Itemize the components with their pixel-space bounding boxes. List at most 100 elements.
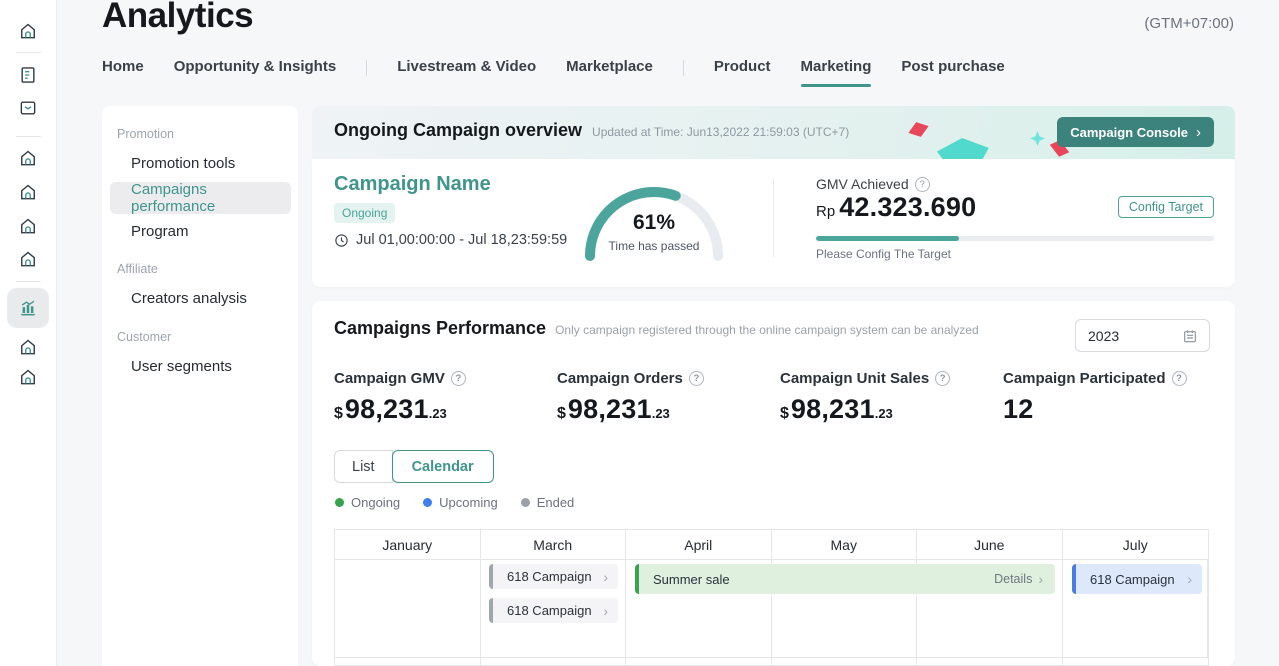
gmv-currency: Rp xyxy=(816,203,835,220)
timezone-label: (GTM+07:00) xyxy=(1144,15,1234,32)
upcoming-dot-icon xyxy=(423,498,432,507)
gmv-progress-fill xyxy=(816,236,959,241)
analytics-dashboard: Analytics (GTM+07:00) Home Opportunity &… xyxy=(0,0,1279,666)
clock-icon xyxy=(334,233,349,248)
metric-campaign-participated: Campaign Participated? 12 xyxy=(1003,370,1218,425)
nav-divider xyxy=(366,60,367,76)
month-header-january: January xyxy=(335,530,481,559)
sidebar-item-creators-analysis[interactable]: Creators analysis xyxy=(131,290,247,307)
nav-divider xyxy=(683,60,684,76)
tab-marketing-active[interactable]: Marketing xyxy=(801,58,872,87)
top-navigation: Home Opportunity & Insights Livestream &… xyxy=(102,58,1005,92)
home-icon[interactable] xyxy=(18,182,38,202)
sidebar-section-customer: Customer xyxy=(117,330,171,344)
page-title: Analytics xyxy=(102,0,253,36)
legend-ongoing: Ongoing xyxy=(335,495,400,510)
vertical-divider xyxy=(773,179,774,257)
event-chip-618-campaign-ended[interactable]: 618 Campaign › xyxy=(489,598,618,623)
tab-livestream-video[interactable]: Livestream & Video xyxy=(397,58,536,87)
document-icon[interactable] xyxy=(18,65,38,85)
status-badge: Ongoing xyxy=(334,203,395,223)
chevron-right-icon: › xyxy=(603,603,608,619)
sparkle-icon xyxy=(1030,131,1045,146)
sidebar-section-promotion: Promotion xyxy=(117,127,174,141)
banner-title: Ongoing Campaign overview xyxy=(334,120,582,141)
question-icon[interactable]: ? xyxy=(451,371,466,386)
legend-upcoming: Upcoming xyxy=(423,495,498,510)
rail-divider xyxy=(16,281,41,282)
campaign-date-range: Jul 01,00:00:00 - Jul 18,23:59:59 xyxy=(334,232,567,248)
question-icon[interactable]: ? xyxy=(1172,371,1187,386)
sidebar-item-promotion-tools[interactable]: Promotion tools xyxy=(131,155,235,172)
status-legend: Ongoing Upcoming Ended xyxy=(335,495,574,510)
calendar-body-row: 618 Campaign › 618 Campaign › Summer sal… xyxy=(335,560,1208,657)
campaign-calendar-table: January March April May June July 618 Ca… xyxy=(334,529,1209,666)
year-value: 2023 xyxy=(1088,328,1119,344)
rail-divider xyxy=(16,52,41,53)
chevron-right-icon: › xyxy=(1038,571,1043,587)
gmv-value: Rp 42.323.690 xyxy=(816,192,976,223)
event-chip-618-campaign-upcoming[interactable]: 618 Campaign › xyxy=(1072,564,1202,594)
tab-marketplace[interactable]: Marketplace xyxy=(566,58,653,87)
question-icon[interactable]: ? xyxy=(689,371,704,386)
month-header-may: May xyxy=(772,530,918,559)
campaign-overview-card: Campaign Name Ongoing Jul 01,00:00:00 - … xyxy=(312,159,1235,287)
calendar-icon xyxy=(1182,328,1198,344)
details-link[interactable]: Details › xyxy=(994,571,1043,587)
pentagon-decor-icon xyxy=(936,136,990,159)
sidebar-menu: Promotion Promotion tools Campaigns perf… xyxy=(102,106,298,666)
year-selector[interactable]: 2023 xyxy=(1075,319,1210,352)
performance-subtitle: Only campaign registered through the onl… xyxy=(555,323,979,337)
event-chip-618-campaign-ended[interactable]: 618 Campaign › xyxy=(489,564,618,589)
sidebar-item-user-segments[interactable]: User segments xyxy=(131,358,232,375)
calendar-view-button-active[interactable]: Calendar xyxy=(392,450,494,483)
campaigns-performance-card: Campaigns Performance Only campaign regi… xyxy=(312,301,1235,666)
gmv-progress-bar xyxy=(816,236,1214,241)
gmv-label: GMV Achieved xyxy=(816,176,909,192)
ongoing-dot-icon xyxy=(335,498,344,507)
list-view-button[interactable]: List xyxy=(334,450,393,483)
metric-campaign-unit-sales: Campaign Unit Sales? $98,231.23 xyxy=(780,370,995,425)
chevron-right-icon: › xyxy=(603,569,608,585)
home-icon[interactable] xyxy=(18,216,38,236)
legend-ended: Ended xyxy=(521,495,575,510)
gmv-achieved-block: GMV Achieved ? Rp 42.323.690 Config Targ… xyxy=(816,159,1214,287)
sidebar-item-program[interactable]: Program xyxy=(131,223,189,240)
gauge-percent: 61% xyxy=(574,211,734,235)
tab-opportunity-insights[interactable]: Opportunity & Insights xyxy=(174,58,337,87)
metric-campaign-orders: Campaign Orders? $98,231.23 xyxy=(557,370,772,425)
home-icon[interactable] xyxy=(18,21,38,41)
home-icon[interactable] xyxy=(18,337,38,357)
confetti-icon xyxy=(908,122,928,137)
calendar-next-row xyxy=(335,657,1208,666)
gmv-amount: 42.323.690 xyxy=(839,192,976,223)
tab-product[interactable]: Product xyxy=(714,58,771,87)
sidebar-section-affiliate: Affiliate xyxy=(117,262,158,276)
tab-post-purchase[interactable]: Post purchase xyxy=(901,58,1004,87)
event-bar-summer-sale-ongoing[interactable]: Summer sale Details › xyxy=(635,564,1055,594)
month-header-june: June xyxy=(917,530,1063,559)
home-icon[interactable] xyxy=(18,367,38,387)
updated-time: Updated at Time: Jun13,2022 21:59:03 (UT… xyxy=(592,125,849,139)
month-header-march: March xyxy=(481,530,627,559)
config-target-button[interactable]: Config Target xyxy=(1118,196,1214,218)
analytics-chart-icon-active[interactable] xyxy=(7,288,49,328)
gmv-note: Please Config The Target xyxy=(816,247,951,261)
campaign-name-link[interactable]: Campaign Name xyxy=(334,173,491,196)
rail-divider xyxy=(16,136,41,137)
ongoing-campaign-banner: Ongoing Campaign overview Updated at Tim… xyxy=(312,106,1235,159)
question-icon[interactable]: ? xyxy=(915,177,930,192)
question-icon[interactable]: ? xyxy=(935,371,950,386)
chevron-right-icon: › xyxy=(1196,125,1201,140)
icon-rail xyxy=(0,0,57,666)
home-icon[interactable] xyxy=(18,148,38,168)
inbox-icon[interactable] xyxy=(18,98,38,118)
sidebar-item-campaigns-performance-active[interactable]: Campaigns performance xyxy=(110,182,291,214)
calendar-header-row: January March April May June July xyxy=(335,530,1208,560)
home-icon[interactable] xyxy=(18,249,38,269)
campaign-console-button[interactable]: Campaign Console › xyxy=(1057,117,1214,147)
month-header-april: April xyxy=(626,530,772,559)
metric-campaign-gmv: Campaign GMV? $98,231.23 xyxy=(334,370,549,425)
tab-home[interactable]: Home xyxy=(102,58,144,87)
view-toggle: List Calendar xyxy=(334,450,494,483)
